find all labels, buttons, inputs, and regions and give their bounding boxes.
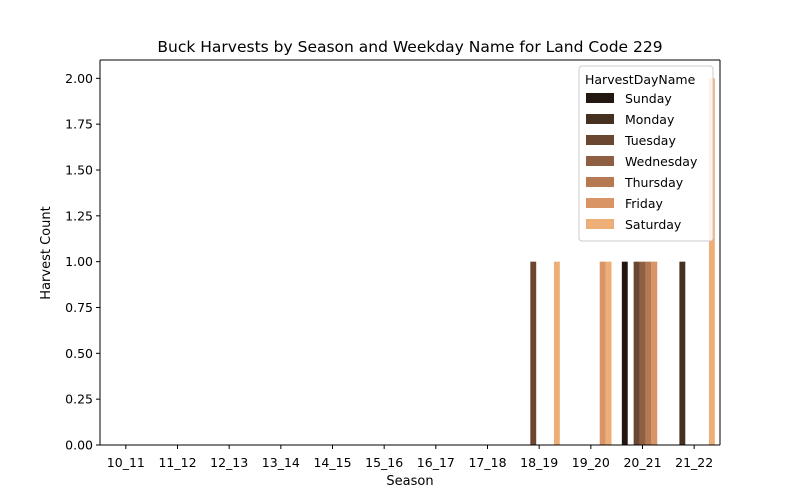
- bar-saturday-19_20: [605, 261, 612, 445]
- legend-swatch-tuesday: [586, 135, 614, 145]
- bar-monday-21_22: [679, 261, 686, 445]
- x-tick-label: 12_13: [210, 455, 248, 470]
- legend-swatch-saturday: [586, 219, 614, 229]
- chart-title: Buck Harvests by Season and Weekday Name…: [157, 38, 662, 56]
- y-axis-label: Harvest Count: [39, 206, 54, 299]
- bar-wednesday-20_21: [639, 261, 646, 445]
- legend-swatch-sunday: [586, 93, 614, 103]
- legend-swatch-monday: [586, 114, 614, 124]
- legend-box: [578, 65, 714, 242]
- y-tick-label: 1.00: [65, 254, 93, 269]
- y-tick-label: 0.25: [65, 392, 93, 407]
- legend-label-monday: Monday: [625, 112, 675, 127]
- bar-saturday-18_19: [553, 261, 560, 445]
- x-tick-label: 19_20: [572, 455, 610, 470]
- y-tick-label: 0.50: [65, 346, 93, 361]
- y-tick-label: 0.75: [65, 300, 93, 315]
- bar-tuesday-18_19: [530, 261, 537, 445]
- x-tick-label: 13_14: [262, 455, 300, 470]
- legend-title: HarvestDayName: [585, 72, 696, 87]
- legend-label-saturday: Saturday: [625, 217, 682, 232]
- legend-label-tuesday: Tuesday: [624, 133, 676, 148]
- bar-friday-20_21: [651, 261, 658, 445]
- bar-saturday-21_22: [708, 78, 715, 445]
- y-tick-label: 2.00: [65, 71, 93, 86]
- y-tick-label: 1.25: [65, 208, 93, 223]
- x-tick-label: 16_17: [417, 455, 455, 470]
- legend-swatch-thursday: [586, 177, 614, 187]
- y-tick-label: 1.50: [65, 163, 93, 178]
- legend-label-thursday: Thursday: [624, 175, 684, 190]
- legend-label-friday: Friday: [625, 196, 663, 211]
- x-tick-label: 15_16: [365, 455, 403, 470]
- x-tick-label: 21_22: [675, 455, 713, 470]
- legend-label-wednesday: Wednesday: [625, 154, 698, 169]
- plot-area: 0.00 0.25 0.50 0.75 1.00 1.25 1.50 1.75 2.00 10_1…: [65, 59, 721, 470]
- bar-tuesday-20_21: [633, 261, 640, 445]
- y-tick-label: 0.00: [65, 438, 93, 453]
- bar-thursday-20_21: [645, 261, 652, 445]
- bar-sunday-20_21: [621, 261, 628, 445]
- x-tick-label: 18_19: [520, 455, 558, 470]
- bar-friday-19_20: [599, 261, 606, 445]
- y-tick-label: 1.75: [65, 117, 93, 132]
- x-axis-label: Season: [386, 474, 433, 489]
- x-tick-label: 20_21: [623, 455, 661, 470]
- x-tick-label: 14_15: [313, 455, 351, 470]
- x-tick-label: 17_18: [468, 455, 506, 470]
- legend-swatch-wednesday: [586, 156, 614, 166]
- legend-label-sunday: Sunday: [625, 91, 672, 106]
- x-tick-label: 10_11: [107, 455, 145, 470]
- legend: HarvestDayName Sunday Monday Tuesday Wednes…: [578, 65, 714, 242]
- x-tick-label: 11_12: [158, 455, 196, 470]
- legend-swatch-friday: [586, 198, 614, 208]
